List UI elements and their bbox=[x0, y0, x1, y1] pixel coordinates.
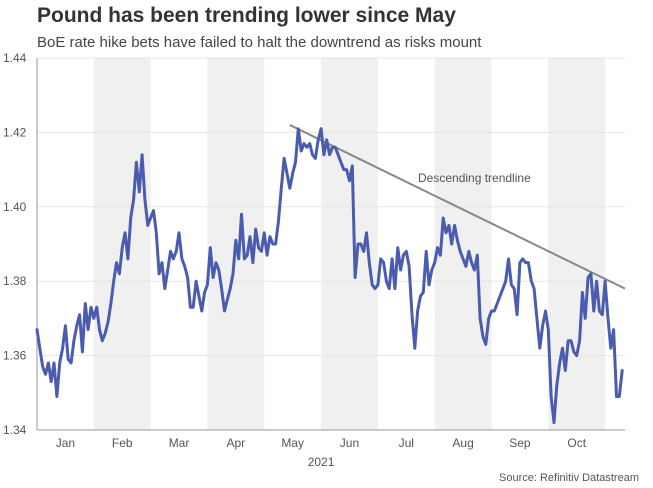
x-tick-label: Mar bbox=[169, 436, 190, 450]
x-tick-label: Jun bbox=[340, 436, 359, 450]
x-tick-label: Sep bbox=[509, 436, 531, 450]
x-tick-label: Jan bbox=[56, 436, 75, 450]
y-tick-label: 1.34 bbox=[3, 423, 27, 437]
month-band-jun bbox=[321, 58, 378, 430]
trendline-label: Descending trendline bbox=[418, 171, 531, 185]
x-tick-label: Oct bbox=[567, 436, 586, 450]
month-band-aug bbox=[434, 58, 492, 430]
x-tick-label: Jul bbox=[399, 436, 414, 450]
y-tick-label: 1.44 bbox=[3, 51, 27, 65]
gbp-usd-line bbox=[35, 127, 624, 425]
x-tick-label: Feb bbox=[112, 436, 133, 450]
y-tick-label: 1.40 bbox=[3, 200, 27, 214]
chart-title: Pound has been trending lower since May bbox=[37, 4, 456, 27]
y-tick-label: 1.42 bbox=[3, 125, 27, 139]
chart-subtitle: BoE rate hike bets have failed to halt t… bbox=[37, 34, 482, 51]
source-note: Source: Refinitiv Datastream bbox=[499, 472, 639, 484]
y-tick-label: 1.38 bbox=[3, 274, 27, 288]
x-axis-label: 2021 bbox=[308, 455, 335, 469]
x-tick-label: Aug bbox=[452, 436, 473, 450]
x-tick-label: May bbox=[281, 436, 304, 450]
x-tick-label: Apr bbox=[226, 436, 245, 450]
trendline bbox=[289, 124, 626, 290]
y-tick-label: 1.36 bbox=[3, 349, 27, 363]
